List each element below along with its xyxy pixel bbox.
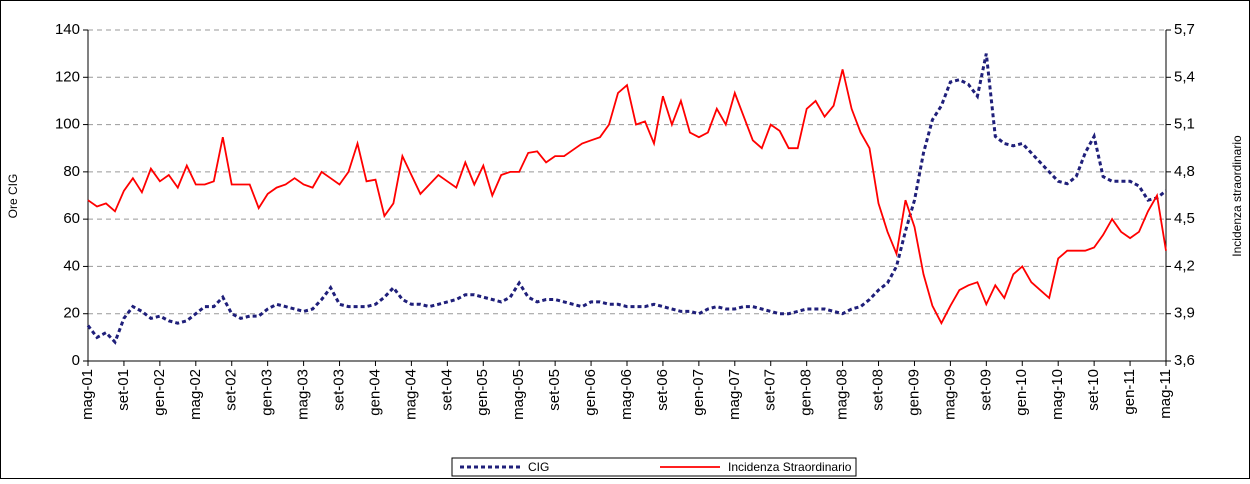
- x-tick-label: gen-04: [366, 369, 383, 416]
- y-axis-label: Ore CIG: [6, 174, 20, 219]
- x-tick-label: set-09: [977, 369, 994, 411]
- y-tick-label: 0: [72, 352, 80, 369]
- x-tick-label: mag-04: [402, 369, 419, 420]
- x-tick-label: gen-09: [905, 369, 922, 416]
- x-tick-label: gen-05: [474, 369, 491, 416]
- x-tick-label: mag-09: [941, 369, 958, 420]
- y2-tick-label: 5,7: [1174, 21, 1195, 38]
- y-tick-label: 80: [63, 163, 80, 180]
- y2-tick-label: 4,2: [1174, 257, 1195, 274]
- x-tick-label: mag-03: [295, 369, 312, 420]
- x-tick-label: mag-07: [726, 369, 743, 420]
- x-tick-label: mag-02: [187, 369, 204, 420]
- x-tick-label: set-02: [223, 369, 240, 411]
- x-tick-label: mag-08: [834, 369, 851, 420]
- x-tick-label: gen-06: [582, 369, 599, 416]
- legend-label: Incidenza Straordinario: [728, 460, 852, 474]
- x-tick-label: set-10: [1085, 369, 1102, 411]
- y2-tick-label: 5,4: [1174, 68, 1195, 85]
- y2-tick-label: 4,8: [1174, 163, 1195, 180]
- y-tick-label: 20: [63, 305, 80, 322]
- x-tick-label: set-07: [762, 369, 779, 411]
- x-tick-label: gen-03: [259, 369, 276, 416]
- y2-tick-label: 3,6: [1174, 352, 1195, 369]
- x-tick-label: gen-08: [798, 369, 815, 416]
- x-tick-label: mag-10: [1049, 369, 1066, 420]
- x-tick-label: set-08: [870, 369, 887, 411]
- y2-tick-label: 5,1: [1174, 116, 1195, 133]
- x-tick-label: gen-02: [151, 369, 168, 416]
- x-tick-label: mag-11: [1157, 369, 1174, 419]
- y-tick-label: 40: [63, 257, 80, 274]
- series-line: [87, 69, 1167, 326]
- x-tick-label: gen-10: [1013, 369, 1030, 416]
- x-tick-label: mag-06: [618, 369, 635, 420]
- legend-label: CIG: [528, 460, 549, 474]
- x-tick-label: gen-07: [690, 369, 707, 416]
- x-tick-label: mag-05: [510, 369, 527, 420]
- x-tick-label: set-06: [654, 369, 671, 411]
- series-line: [86, 53, 1167, 345]
- y-tick-label: 100: [55, 116, 80, 133]
- x-tick-label: set-05: [546, 369, 563, 411]
- y2-axis-label: Incidenza straordinario: [1230, 135, 1244, 257]
- y-tick-label: 120: [55, 68, 80, 85]
- x-tick-label: set-01: [115, 369, 132, 411]
- x-tick-label: set-03: [331, 369, 348, 411]
- y-tick-label: 60: [63, 210, 80, 227]
- x-tick-label: mag-01: [79, 369, 96, 420]
- legend-box: [451, 457, 857, 477]
- x-tick-label: set-04: [438, 369, 455, 411]
- y2-tick-label: 4,5: [1174, 210, 1195, 227]
- x-tick-label: gen-11: [1121, 369, 1138, 415]
- y-tick-label: 140: [55, 21, 80, 38]
- y2-tick-label: 3,9: [1174, 305, 1195, 322]
